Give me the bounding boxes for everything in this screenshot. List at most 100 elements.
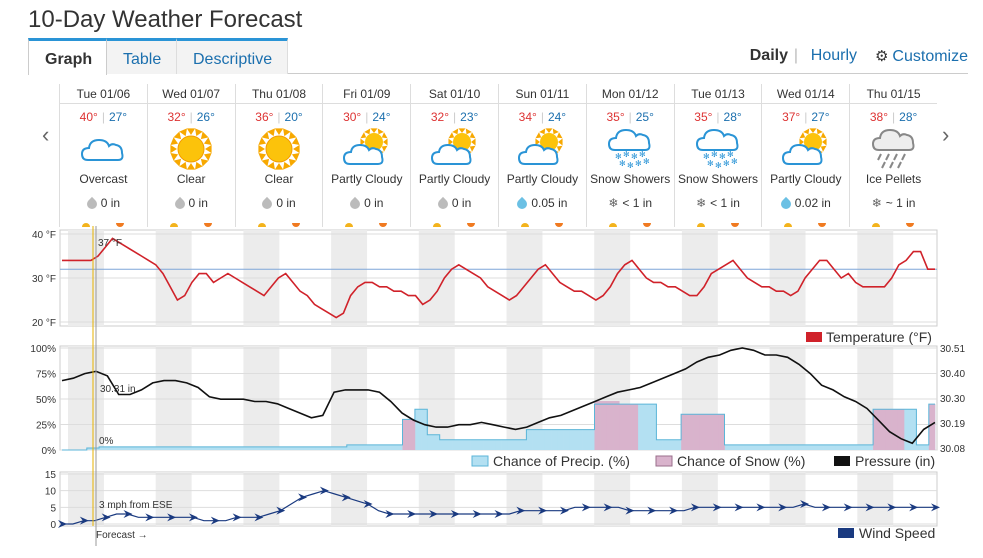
tab-table[interactable]: Table <box>107 38 177 74</box>
tab-descriptive[interactable]: Descriptive <box>177 38 288 74</box>
day-card[interactable]: Mon 01/12 35° | 25° ✻ ✻ ✻ ✻ ✻ ✻ ✻ ✻ Snow Showers ❄ < 1… <box>585 84 674 227</box>
precip-bar <box>674 439 682 450</box>
wind-arrow-icon <box>210 516 220 525</box>
wind-arrow-icon <box>734 503 744 512</box>
day-card[interactable]: Tue 01/13 35° | 28° ✻ ✻ ✻ ✻ ✻ ✻ ✻ ✻ Snow Showers ❄ < 1… <box>673 84 762 227</box>
precip-bar <box>284 446 292 450</box>
sunrise-sunset-marks <box>587 221 674 227</box>
precip-bar <box>222 446 230 450</box>
precip-bar <box>452 439 459 450</box>
precip-bar <box>111 446 119 450</box>
precip-bar <box>154 446 162 450</box>
percent-axis-tick: 75% <box>36 370 56 381</box>
precip-bar <box>507 439 515 450</box>
precip-bar <box>371 444 379 450</box>
precip-bar <box>904 409 911 450</box>
day-card[interactable]: Thu 01/15 38° | 28° Ice Pellets ❄ ~ 1 in <box>849 84 937 227</box>
partly-cloudy-icon <box>411 126 498 172</box>
sun-icon <box>236 126 323 172</box>
sunrise-sunset-marks <box>236 221 323 227</box>
precip-bar <box>328 446 335 450</box>
precip-bar <box>811 444 818 450</box>
wind-arrow-icon <box>494 510 504 518</box>
precip-bar <box>99 446 106 450</box>
precip-bar <box>656 439 663 450</box>
day-high: 37° <box>782 110 801 124</box>
precip-series-line <box>62 403 935 451</box>
temp-separator: | <box>892 110 896 124</box>
precip-bar <box>860 444 868 450</box>
day-high: 35° <box>694 110 713 124</box>
view-daily[interactable]: Daily <box>749 47 788 64</box>
day-date: Sat 01/10 <box>411 84 498 104</box>
day-date: Thu 01/15 <box>850 84 937 104</box>
prev-arrow-icon[interactable]: ‹ <box>42 122 50 147</box>
precip-bar <box>303 446 310 450</box>
sunrise-icon <box>257 223 266 227</box>
snow-bar <box>718 414 725 450</box>
precip-bar <box>383 444 391 450</box>
wind-arrow-icon <box>647 506 657 515</box>
sunrise-icon <box>169 223 178 227</box>
day-card[interactable]: Wed 01/14 37° | 27° Partly Cloudy 0.02 in <box>761 84 850 227</box>
gear-icon: ⚙ <box>874 48 889 65</box>
precip-bar <box>483 439 490 450</box>
svg-text:✻: ✻ <box>615 152 622 161</box>
day-card[interactable]: Fri 01/09 30° | 24° Partly Cloudy 0 in <box>322 84 411 227</box>
wind-axis-tick: 15 <box>45 470 57 481</box>
wind-arrow-icon <box>101 513 111 522</box>
next-arrow-icon[interactable]: › <box>942 122 950 147</box>
precip-bar <box>767 444 775 450</box>
precip-bar <box>439 439 447 450</box>
wind-arrow-icon <box>319 486 329 495</box>
night-band <box>331 346 368 450</box>
wind-arrow-icon <box>625 506 635 515</box>
sunrise-icon <box>784 223 793 227</box>
snow-bar <box>600 401 608 450</box>
temp-separator: | <box>101 110 105 124</box>
precip-bar <box>167 446 174 450</box>
legend-temperature-swatch <box>806 332 822 342</box>
precip-bar <box>142 446 149 450</box>
sunset-icon <box>291 223 300 227</box>
partly-cloudy-icon <box>499 126 586 172</box>
snow-bar <box>897 409 905 450</box>
day-card[interactable]: Thu 01/08 36° | 20° Clear 0 in <box>234 84 323 227</box>
day-condition: Overcast <box>79 172 128 186</box>
precip-bar <box>588 429 595 450</box>
wind-arrow-icon <box>865 503 875 512</box>
day-card[interactable]: Wed 01/07 32° | 26° Clear 0 in <box>146 84 235 227</box>
day-condition: Partly Cloudy <box>418 172 491 186</box>
wind-arrow-icon <box>472 510 482 518</box>
precip-bar <box>866 444 874 450</box>
snow-bar <box>594 401 601 450</box>
svg-text:✻: ✻ <box>719 152 726 161</box>
sunset-icon <box>642 223 651 227</box>
precip-bar <box>260 446 267 450</box>
customize-link[interactable]: ⚙ Customize <box>875 47 968 66</box>
day-precip: 0 in <box>411 196 498 211</box>
precip-bar <box>241 446 249 450</box>
precip-bar <box>136 446 143 450</box>
day-temps: 37° | 27° <box>762 110 849 124</box>
wind-arrow-icon <box>385 510 395 518</box>
day-condition: Partly Cloudy <box>506 172 579 186</box>
precip-bar <box>668 439 676 450</box>
precip-bar <box>501 439 509 450</box>
svg-text:✻: ✻ <box>711 150 718 159</box>
precip-bar <box>749 444 756 450</box>
tab-graph[interactable]: Graph <box>28 38 107 75</box>
snow-bar <box>613 401 620 450</box>
snow-bar <box>699 414 707 450</box>
day-card[interactable]: Tue 01/06 40° | 27° Overcast 0 in <box>59 84 147 227</box>
temp-axis-tick: 30 °F <box>32 274 56 285</box>
day-high: 36° <box>255 110 274 124</box>
precip-bar <box>792 444 800 450</box>
wind-axis-tick: 5 <box>50 503 56 514</box>
day-card[interactable]: Sat 01/10 32° | 23° Partly Cloudy 0 in <box>410 84 498 227</box>
day-card[interactable]: Sun 01/11 34° | 24° Partly Cloudy 0.05 in <box>498 84 586 227</box>
view-hourly-link[interactable]: Hourly <box>810 47 857 64</box>
day-temps: 38° | 28° <box>850 110 937 124</box>
day-high: 35° <box>606 110 625 124</box>
day-temps: 30° | 24° <box>323 110 410 124</box>
